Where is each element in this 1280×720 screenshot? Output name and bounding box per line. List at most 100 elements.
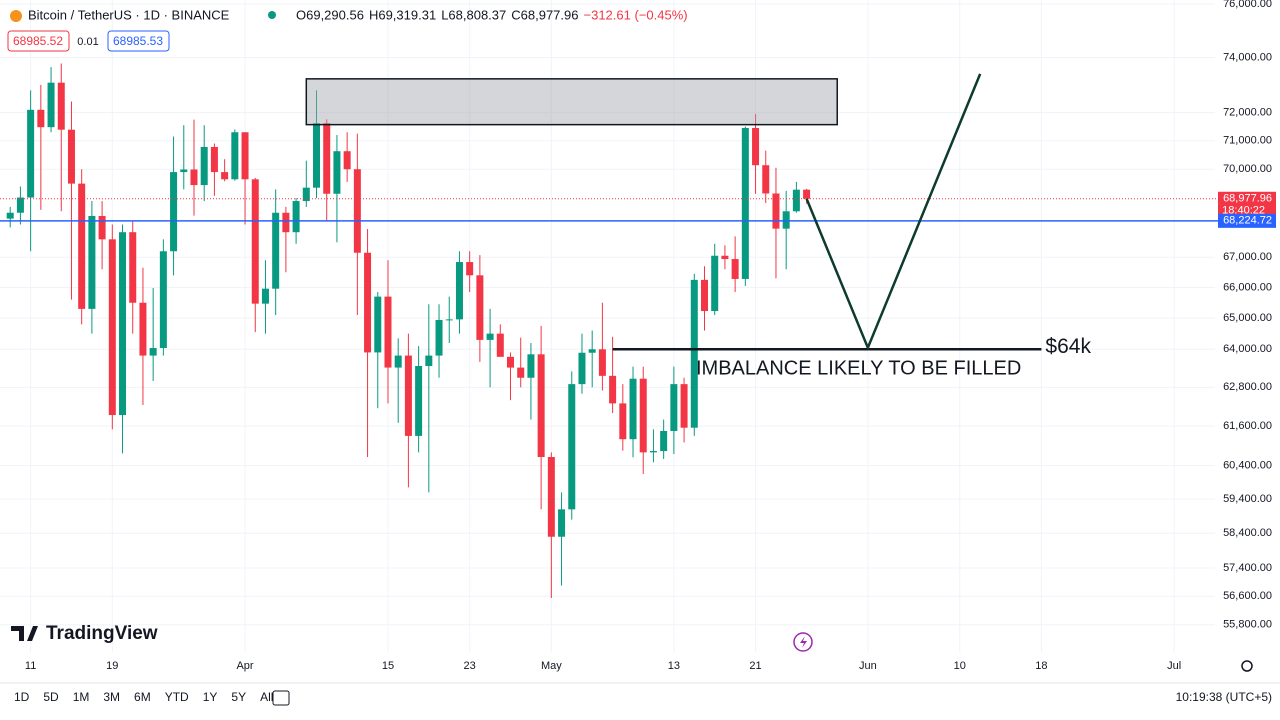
x-tick-label: 15 — [382, 660, 394, 672]
logo-mark — [11, 626, 38, 641]
candle-body — [241, 132, 249, 180]
candle-body — [782, 211, 790, 229]
x-tick-label: 19 — [106, 660, 118, 672]
settings-icon[interactable] — [1241, 660, 1253, 672]
supply-zone — [305, 78, 838, 126]
candle-body — [231, 132, 239, 180]
range-button[interactable]: YTD — [165, 690, 189, 704]
y-tick-label: 74,000.00 — [1223, 51, 1272, 63]
candle-body — [37, 109, 45, 128]
candle-body — [27, 109, 35, 198]
candle-body — [609, 375, 617, 404]
coin-icon — [10, 10, 22, 22]
price-label: 68,224.72 — [1223, 215, 1272, 227]
y-tick-label: 70,000.00 — [1223, 163, 1272, 175]
candle-body — [313, 123, 321, 188]
range-button[interactable]: 6M — [134, 690, 151, 704]
x-tick-label: Apr — [236, 660, 253, 672]
candle-body — [425, 355, 433, 367]
range-button[interactable]: 1D — [14, 690, 30, 704]
candle-body — [129, 232, 137, 303]
candle-body — [394, 355, 402, 368]
range-button[interactable]: 5D — [43, 690, 59, 704]
candle-body — [88, 215, 96, 309]
candle-body — [343, 151, 351, 170]
candle-body — [404, 355, 412, 436]
candle-body — [588, 349, 596, 353]
countdown: 18:40:22 — [1222, 205, 1265, 217]
candle-body — [149, 348, 157, 356]
y-tick-label: 71,000.00 — [1223, 135, 1272, 147]
candle-body — [210, 146, 218, 173]
candle-body — [486, 333, 494, 340]
candle-body — [700, 279, 708, 312]
bid[interactable]: 68985.52 — [13, 34, 63, 48]
candle-body — [803, 189, 811, 199]
price-label-box — [1218, 213, 1276, 228]
candle-body — [57, 82, 65, 130]
candle-body — [333, 151, 341, 194]
candle-body — [496, 333, 504, 357]
candle-body — [302, 187, 310, 202]
y-tick-label: 60,400.00 — [1223, 460, 1272, 472]
candle-body — [16, 197, 24, 213]
x-tick-label: Jul — [1167, 660, 1181, 672]
candle-body — [159, 251, 167, 349]
candle-body — [649, 451, 657, 453]
ask[interactable]: 68985.53 — [113, 34, 163, 48]
candle-body — [455, 262, 463, 320]
candle-body — [78, 183, 86, 309]
candle-body — [670, 384, 678, 431]
range-button[interactable]: 1M — [73, 690, 90, 704]
candle-body — [139, 302, 147, 356]
candle-body — [598, 349, 606, 376]
candle-body — [261, 288, 269, 304]
candle-body — [537, 354, 545, 457]
y-tick-label: 57,400.00 — [1223, 562, 1272, 574]
bid-box[interactable] — [7, 30, 70, 52]
candle-body — [180, 169, 188, 173]
ohlc-value: O69,290.56 — [296, 7, 364, 22]
range-button[interactable]: 1Y — [203, 690, 218, 704]
y-tick-label: 65,000.00 — [1223, 312, 1272, 324]
price-label: 68,977.96 — [1223, 193, 1272, 205]
price-label-box — [1218, 191, 1276, 218]
candle-body — [67, 129, 75, 184]
y-tick-label: 62,800.00 — [1223, 381, 1272, 393]
y-tick-label: 58,400.00 — [1223, 527, 1272, 539]
candle-body — [547, 456, 555, 537]
candle-body — [731, 259, 739, 279]
projection-path — [805, 73, 982, 352]
x-tick-label: Jun — [859, 660, 877, 672]
logo: TradingView — [46, 623, 158, 644]
range-button[interactable]: 5Y — [231, 690, 246, 704]
candle-body — [792, 189, 800, 212]
range-button[interactable]: All — [260, 690, 273, 704]
candle-body — [517, 367, 525, 378]
candle-body — [558, 509, 566, 537]
range-button[interactable]: 3M — [103, 690, 120, 704]
calendar-icon[interactable] — [272, 690, 290, 706]
events-icon[interactable] — [793, 632, 813, 652]
candle-body — [752, 128, 760, 166]
candle-body — [639, 378, 647, 453]
symbol: Bitcoin / TetherUS · 1D · BINANCE — [28, 7, 230, 22]
candle-body — [721, 255, 729, 260]
candle-body — [527, 354, 535, 378]
ask-box[interactable] — [107, 30, 170, 52]
status-dot — [268, 11, 276, 19]
level-label: $64k — [1045, 335, 1091, 358]
candle-body — [384, 296, 392, 368]
candle-body — [251, 179, 259, 304]
candle-body — [292, 201, 300, 233]
candle-body — [170, 172, 178, 252]
candle-body — [353, 169, 361, 253]
y-tick-label: 55,800.00 — [1223, 619, 1272, 631]
ohlc-value: C68,977.96 — [511, 7, 578, 22]
candle-body — [680, 384, 688, 428]
candle-body — [119, 232, 127, 416]
candle-body — [415, 366, 423, 436]
candle-body — [507, 356, 515, 368]
